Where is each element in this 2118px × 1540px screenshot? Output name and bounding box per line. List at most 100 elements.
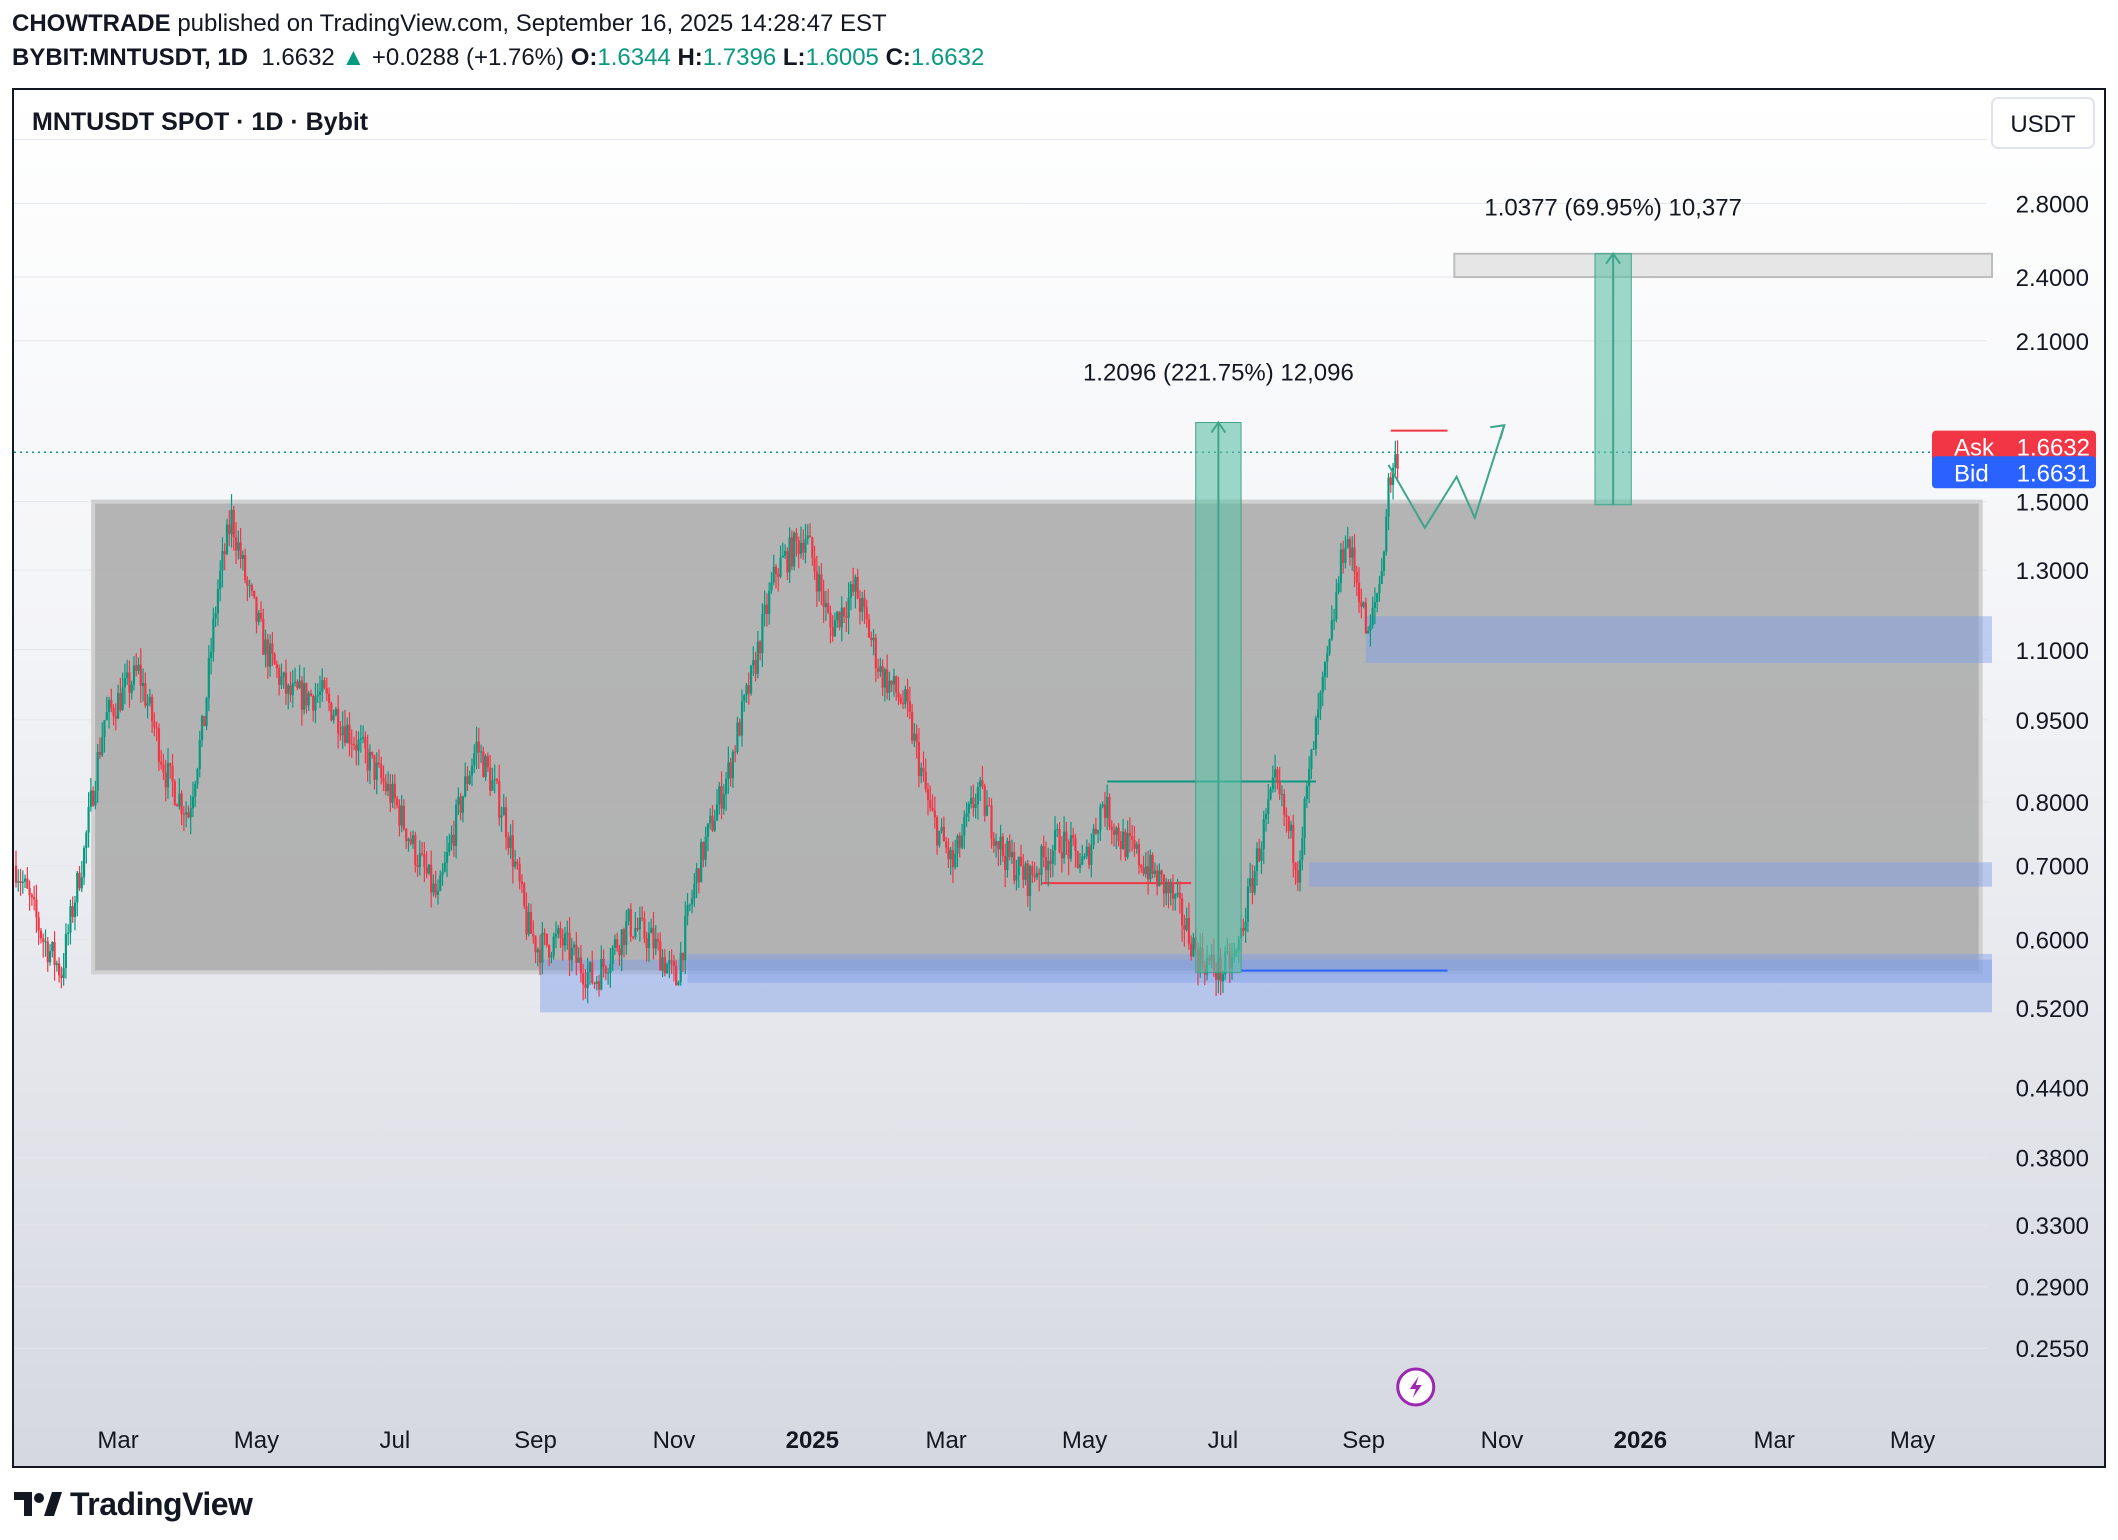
candle-body xyxy=(570,947,573,961)
currency-label[interactable]: USDT xyxy=(2010,111,2076,138)
candle-body xyxy=(1391,467,1395,486)
candle-body xyxy=(1063,831,1066,859)
candle-body xyxy=(1006,840,1009,871)
time-axis-label: Jul xyxy=(380,1427,411,1454)
candle-body xyxy=(139,664,142,686)
candle-body xyxy=(221,551,224,571)
candle-body xyxy=(911,712,914,741)
ask-badge xyxy=(1932,430,2096,463)
candle-body xyxy=(1378,583,1381,594)
chart-frame[interactable]: 1.2096 (221.75%) 12,096 1.0377 (69.95%) 1… xyxy=(12,88,2106,1468)
candle-body xyxy=(713,820,716,831)
support-zone[interactable] xyxy=(540,959,1992,1013)
projection-path[interactable] xyxy=(1387,424,1506,530)
candle-body xyxy=(307,693,310,706)
candle-body xyxy=(334,708,337,716)
candle-body xyxy=(700,842,703,883)
candle-body xyxy=(727,762,730,779)
time-axis-label: May xyxy=(1062,1427,1107,1454)
candle-body xyxy=(151,696,154,722)
candle-body xyxy=(1022,866,1025,880)
candle-body xyxy=(135,665,138,672)
candle-body xyxy=(114,715,117,719)
candle-body xyxy=(756,641,759,674)
candle-body xyxy=(1176,892,1179,895)
candle-body xyxy=(82,847,86,878)
candle-body xyxy=(1314,718,1318,749)
candle-body xyxy=(280,676,283,685)
price-axis-label: 2.1000 xyxy=(2016,329,2089,356)
candle-body xyxy=(1317,709,1320,719)
candle-body xyxy=(1387,477,1390,517)
price-axis-label: 0.4400 xyxy=(2016,1076,2089,1103)
candle-body xyxy=(704,836,707,860)
candle-body xyxy=(275,664,278,669)
candle-body xyxy=(491,780,494,791)
candle-body xyxy=(1271,777,1274,789)
candle-body xyxy=(266,639,269,667)
candle-body xyxy=(439,875,442,891)
range-box[interactable] xyxy=(91,499,1983,975)
candle-body xyxy=(854,576,857,592)
candle-body xyxy=(241,555,244,559)
candle-body xyxy=(101,737,104,756)
candle-body xyxy=(60,975,63,978)
price-axis-label: 0.6000 xyxy=(2016,927,2089,954)
candle-body xyxy=(595,981,598,984)
price-change: +0.0288 (+1.76%) xyxy=(371,44,565,71)
candle-body xyxy=(929,800,932,808)
candle-body xyxy=(178,793,181,807)
candle-body xyxy=(1087,846,1091,866)
candle-body xyxy=(1221,973,1225,982)
candle-body xyxy=(1357,582,1361,603)
candle-body xyxy=(1380,570,1383,584)
candle-body xyxy=(1326,653,1329,662)
candle-body xyxy=(983,785,986,816)
candle-body xyxy=(389,784,392,803)
currency-button[interactable] xyxy=(1991,97,2095,149)
candle-body xyxy=(1112,830,1116,835)
candle-body xyxy=(452,834,455,846)
candle-body xyxy=(112,707,115,716)
candle-body xyxy=(575,944,578,963)
candle-body xyxy=(666,964,669,974)
candle-body xyxy=(822,591,825,608)
candle-body xyxy=(1251,878,1254,893)
candle-body xyxy=(634,928,637,937)
candle-body xyxy=(1396,454,1399,469)
candle-body xyxy=(981,780,984,786)
candle-body xyxy=(836,611,839,621)
candle-body xyxy=(305,683,308,706)
close-label: C: xyxy=(885,44,911,71)
candle-body xyxy=(795,532,798,541)
candle-body xyxy=(677,982,680,986)
tradingview-logo-icon xyxy=(14,1492,62,1516)
candle-body xyxy=(681,952,685,961)
candle-body xyxy=(69,906,72,933)
candle-body xyxy=(514,861,517,867)
candle-body xyxy=(239,542,242,559)
candle-body xyxy=(185,812,188,815)
tradingview-footer[interactable]: TradingView xyxy=(14,1480,253,1528)
candle-body xyxy=(960,835,964,848)
support-zone[interactable] xyxy=(1309,862,1992,887)
support-zone[interactable] xyxy=(687,953,1992,983)
publisher-name[interactable]: CHOWTRADE xyxy=(12,10,171,37)
candle-body xyxy=(391,783,394,803)
candle-body xyxy=(1019,856,1023,867)
bid-label: Bid xyxy=(1954,460,1989,487)
candle-body xyxy=(278,668,281,685)
candle-body xyxy=(1092,828,1095,845)
candle-body xyxy=(797,540,800,555)
candle-body xyxy=(173,781,176,805)
symbol-name[interactable]: BYBIT:MNTUSDT, 1D xyxy=(12,44,249,71)
candle-body xyxy=(774,566,778,575)
candle-body xyxy=(711,815,714,831)
candle-body xyxy=(1298,859,1302,883)
price-chart[interactable]: 1.2096 (221.75%) 12,096 1.0377 (69.95%) 1… xyxy=(14,90,2104,1466)
candle-body xyxy=(352,744,356,746)
candle-body xyxy=(538,949,542,963)
target-zone[interactable] xyxy=(1453,252,1993,279)
candle-body xyxy=(146,703,149,706)
support-zone[interactable] xyxy=(1365,616,1992,663)
